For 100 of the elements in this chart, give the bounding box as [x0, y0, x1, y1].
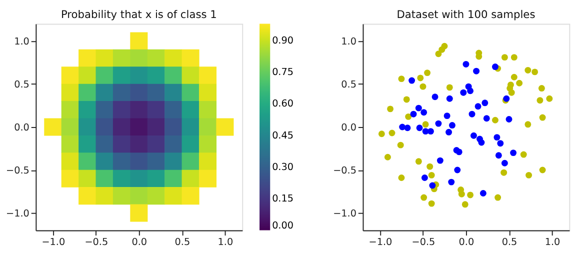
point [501, 54, 508, 61]
point [388, 130, 396, 136]
y-tick-label: 0.0 [341, 122, 356, 134]
point [474, 103, 482, 110]
x-tick-label: −0.5 [84, 237, 108, 248]
point [446, 84, 453, 91]
y-tick-label: −0.5 [6, 165, 30, 176]
point [436, 157, 444, 164]
y-tick-label: 0.5 [341, 79, 356, 90]
color-bar-label: 0.90 [272, 36, 294, 47]
point [462, 60, 470, 68]
point [427, 128, 434, 135]
point [417, 74, 424, 82]
color-bar-label: 0.45 [272, 130, 294, 142]
point [420, 109, 428, 116]
point [398, 174, 405, 181]
y-tick-label: −0.5 [333, 165, 356, 176]
x-tick-label: 0.0 [458, 237, 474, 248]
point [468, 110, 476, 118]
point [428, 200, 435, 207]
point [405, 113, 412, 120]
x-tick-label: 1.0 [218, 237, 234, 248]
point [397, 142, 404, 148]
point [428, 172, 435, 178]
point [446, 128, 452, 136]
color-bar-label: 0.75 [272, 67, 294, 78]
point [476, 53, 482, 60]
point [536, 97, 544, 104]
point [483, 115, 490, 122]
point [467, 88, 474, 94]
color-bar-label: 0.60 [272, 98, 294, 110]
point [462, 201, 468, 208]
point [526, 172, 532, 178]
point [410, 110, 417, 118]
point [546, 95, 553, 102]
x-tick-label: 0.5 [174, 237, 190, 248]
point [524, 121, 532, 128]
point [495, 152, 502, 159]
chart-title: Dataset with 100 samples [396, 8, 536, 21]
point [497, 140, 504, 147]
point [539, 166, 546, 174]
point [520, 151, 527, 158]
color-bar-label: 0.00 [272, 220, 294, 232]
point [500, 169, 508, 176]
x-tick-label: −1.0 [42, 237, 66, 248]
point [426, 163, 434, 170]
color-bar-label: 0.30 [272, 162, 294, 173]
point [510, 150, 517, 156]
y-tick-label: 1.0 [14, 36, 30, 48]
color-bar-label: 0.15 [272, 194, 294, 205]
point [480, 190, 486, 196]
point [524, 66, 532, 74]
point [492, 64, 498, 70]
y-tick-label: 0.0 [14, 122, 30, 134]
point [454, 166, 461, 174]
point [467, 192, 474, 198]
point [532, 68, 538, 76]
point [422, 121, 429, 128]
point [510, 74, 518, 80]
point [398, 76, 405, 82]
point [435, 50, 442, 58]
point [494, 134, 500, 141]
chart-title: Probability that x is of class 1 [60, 8, 217, 21]
point [539, 114, 546, 121]
point [429, 182, 436, 189]
point [510, 54, 518, 61]
point [473, 68, 480, 74]
point [448, 178, 455, 186]
point [456, 148, 462, 156]
x-tick-label: 1.0 [544, 237, 560, 248]
point [432, 94, 438, 100]
point [404, 124, 411, 132]
point [516, 80, 523, 86]
point [387, 106, 394, 112]
point [470, 132, 477, 139]
point [420, 83, 426, 90]
point [458, 190, 465, 198]
point [538, 85, 545, 92]
x-tick-label: 0.0 [132, 237, 148, 248]
point [420, 194, 428, 201]
point [501, 160, 508, 166]
y-tick-label: −1.0 [333, 208, 356, 220]
point [508, 89, 515, 96]
point [408, 77, 416, 84]
y-tick-label: −1.0 [6, 208, 30, 220]
point [438, 46, 446, 53]
point [378, 130, 385, 138]
point [421, 174, 428, 181]
x-tick-label: −0.5 [412, 237, 436, 248]
x-tick-label: 0.5 [502, 237, 518, 248]
point [415, 104, 422, 112]
point [506, 116, 512, 122]
point [424, 70, 431, 76]
y-tick-label: 1.0 [341, 36, 356, 48]
point [444, 112, 450, 120]
y-tick-label: 0.5 [14, 79, 30, 90]
point [446, 95, 453, 102]
point [448, 122, 456, 129]
point [494, 194, 502, 201]
point [435, 120, 442, 127]
